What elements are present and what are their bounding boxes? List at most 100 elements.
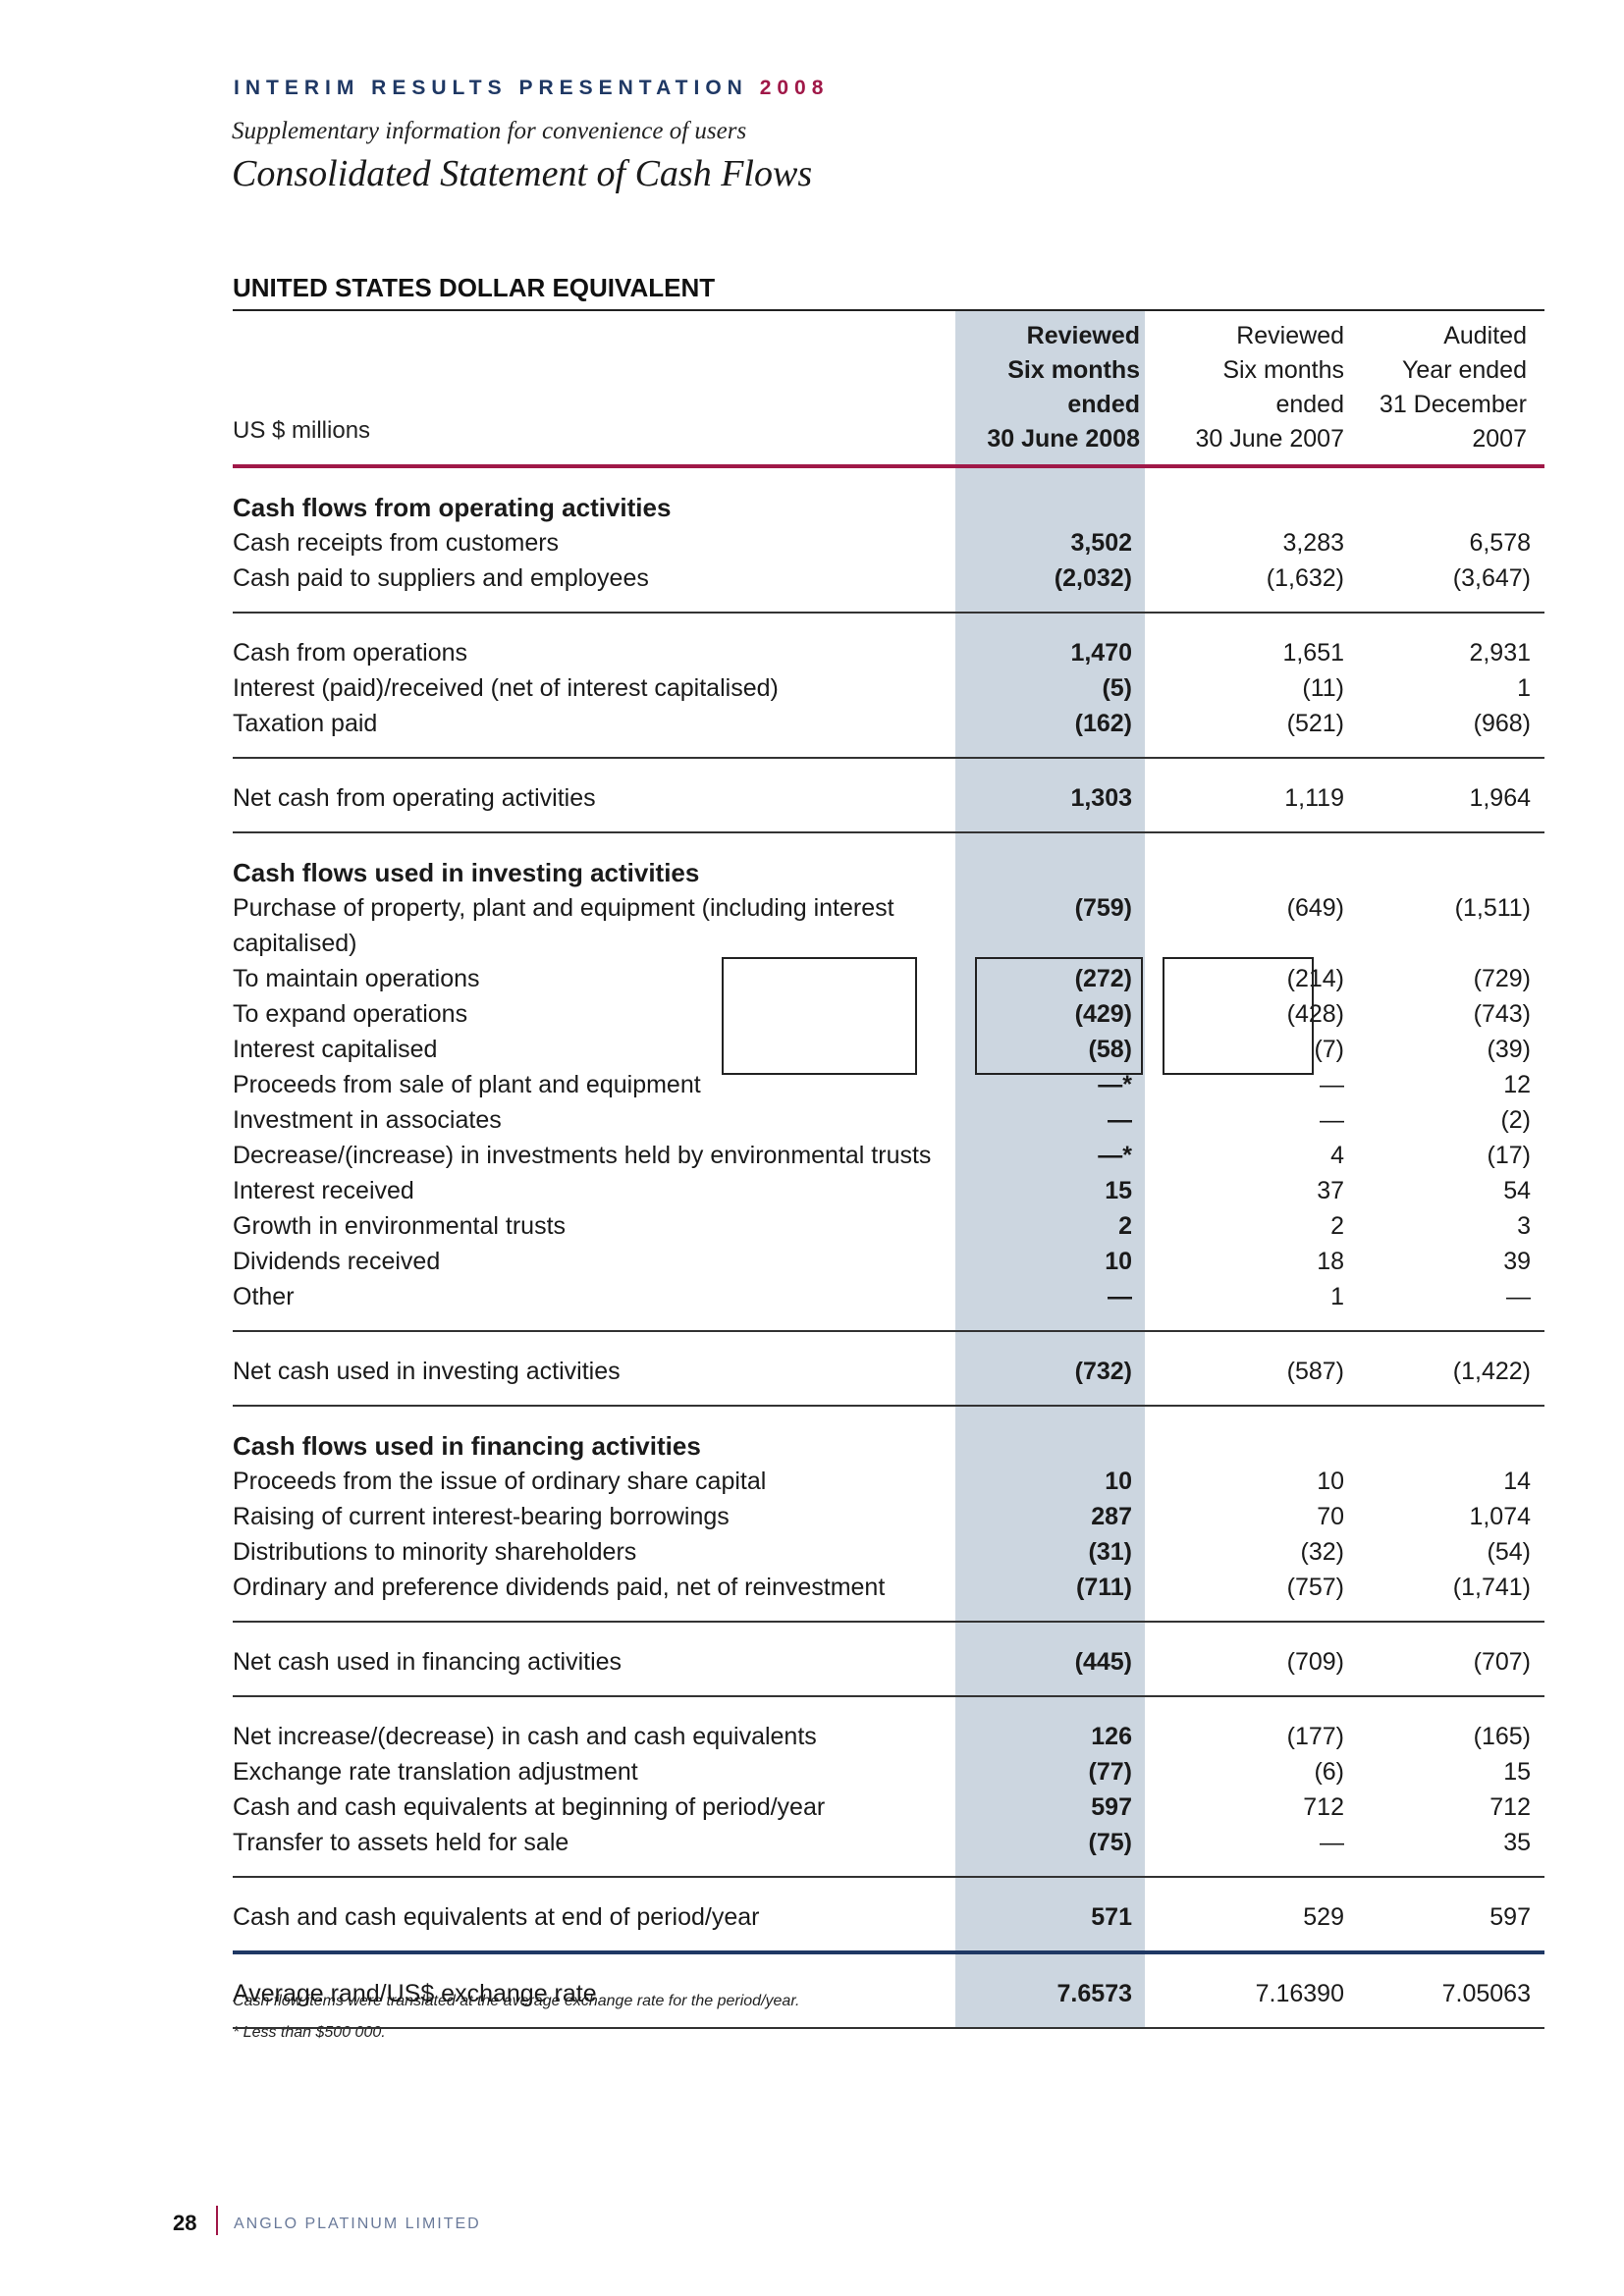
table-row: Cash from operations 1,470 1,651 2,931 bbox=[233, 635, 1544, 670]
value-current: (445) bbox=[1074, 1648, 1132, 1676]
value-current: (2,032) bbox=[1054, 564, 1132, 592]
value-prior-year: — bbox=[1506, 1283, 1531, 1310]
current-period-shading bbox=[955, 311, 1145, 2027]
value-prior-year: 1,964 bbox=[1469, 784, 1531, 812]
value-prior-year: (1,511) bbox=[1454, 894, 1531, 922]
value-prior-year: 7.05063 bbox=[1441, 1980, 1531, 2007]
table-row: Net cash from operating activities 1,303 1… bbox=[233, 780, 1544, 816]
row-label: Growth in environmental trusts bbox=[233, 1212, 567, 1240]
report-kicker: INTERIM RESULTS PRESENTATION 2008 bbox=[234, 77, 829, 100]
row-label: Taxation paid bbox=[233, 710, 378, 737]
table-row: Cash receipts from customers 3,502 3,283 6,… bbox=[233, 525, 1544, 561]
column-header-line: Reviewed bbox=[1026, 322, 1140, 349]
value-prior-year: (2) bbox=[1500, 1106, 1531, 1134]
value-prior-half: (32) bbox=[1300, 1538, 1344, 1566]
table-row: Proceeds from sale of plant and equipmen… bbox=[233, 1067, 1544, 1102]
value-prior-year: (3,647) bbox=[1452, 564, 1531, 592]
row-label: Ordinary and preference dividends paid, … bbox=[233, 1574, 886, 1601]
column-header-line: 30 June 2007 bbox=[1195, 425, 1344, 453]
capex-breakdown-box-prior-year bbox=[1163, 957, 1314, 1075]
value-prior-half: (428) bbox=[1286, 1000, 1344, 1028]
value-prior-year: 1,074 bbox=[1469, 1503, 1531, 1530]
company-name: ANGLO PLATINUM LIMITED bbox=[234, 2216, 481, 2232]
table-row: Taxation paid (162) (521) (968) bbox=[233, 706, 1544, 741]
statement-section: Net cash from operating activities 1,303 1… bbox=[233, 759, 1544, 833]
value-prior-year: 6,578 bbox=[1469, 529, 1531, 557]
value-prior-half: (177) bbox=[1286, 1723, 1344, 1750]
value-current: (429) bbox=[1074, 1000, 1132, 1028]
value-prior-year: (17) bbox=[1487, 1142, 1531, 1169]
row-label: Net cash used in financing activities bbox=[233, 1648, 623, 1676]
statement-section: Average rand/US$ exchange rate 7.6573 7.16… bbox=[233, 1954, 1544, 2029]
value-current: 1,303 bbox=[1070, 784, 1132, 812]
row-label: Purchase of property, plant and equipmen… bbox=[233, 894, 894, 957]
value-prior-year: 3 bbox=[1517, 1212, 1531, 1240]
value-prior-year: (39) bbox=[1487, 1036, 1531, 1063]
column-header-line: 2007 bbox=[1472, 425, 1527, 453]
value-prior-half: (1,632) bbox=[1266, 564, 1344, 592]
footnote-translation: Cash flow items were translated at the a… bbox=[233, 1993, 800, 2009]
column-header-line: Six months bbox=[1222, 356, 1344, 384]
statement-section: Cash flows from operating activities Cash… bbox=[233, 468, 1544, 614]
table-row: Investment in associates — — (2) bbox=[233, 1102, 1544, 1138]
value-prior-year: (54) bbox=[1487, 1538, 1531, 1566]
value-prior-year: (707) bbox=[1473, 1648, 1531, 1676]
row-label: Proceeds from the issue of ordinary shar… bbox=[233, 1468, 767, 1495]
value-current: (58) bbox=[1088, 1036, 1132, 1063]
value-current: 597 bbox=[1091, 1793, 1132, 1821]
value-prior-year: 712 bbox=[1489, 1793, 1531, 1821]
statement-section: Cash and cash equivalents at end of peri… bbox=[233, 1878, 1544, 1954]
column-header-line: Year ended bbox=[1402, 356, 1527, 384]
value-current: — bbox=[1108, 1283, 1132, 1310]
value-current: 15 bbox=[1105, 1177, 1132, 1204]
value-prior-year: 2,931 bbox=[1469, 639, 1531, 667]
value-prior-half: 1 bbox=[1330, 1283, 1344, 1310]
page-number: 28 bbox=[173, 2211, 197, 2235]
value-prior-half: (757) bbox=[1286, 1574, 1344, 1601]
value-prior-year: 12 bbox=[1503, 1071, 1531, 1098]
statement-section: Net cash used in investing activities (73… bbox=[233, 1332, 1544, 1407]
value-prior-year: 35 bbox=[1503, 1829, 1531, 1856]
row-label: Cash receipts from customers bbox=[233, 529, 560, 557]
section-heading: UNITED STATES DOLLAR EQUIVALENT bbox=[233, 273, 716, 302]
value-prior-half: 1,651 bbox=[1282, 639, 1344, 667]
table-row: Cash flows used in financing activities bbox=[233, 1428, 1544, 1464]
value-current: 10 bbox=[1105, 1248, 1132, 1275]
row-label: Other bbox=[233, 1283, 295, 1310]
value-current: 287 bbox=[1091, 1503, 1132, 1530]
value-prior-half: (7) bbox=[1314, 1036, 1344, 1063]
statement-section: Cash flows used in financing activities P… bbox=[233, 1407, 1544, 1623]
row-label: Dividends received bbox=[233, 1248, 441, 1275]
table-row: Interest capitalised (58) (7) (39) bbox=[233, 1032, 1544, 1067]
row-label: Net cash used in investing activities bbox=[233, 1358, 621, 1385]
column-header-line: 31 December bbox=[1379, 391, 1527, 418]
value-prior-half: 4 bbox=[1330, 1142, 1344, 1169]
kicker-text: INTERIM RESULTS PRESENTATION bbox=[234, 77, 748, 99]
table-row: Dividends received 10 18 39 bbox=[233, 1244, 1544, 1279]
table-row: Cash paid to suppliers and employees (2,0… bbox=[233, 561, 1544, 596]
capex-breakdown-box-prior-half bbox=[975, 957, 1143, 1075]
column-header-line: Audited bbox=[1443, 322, 1527, 349]
value-current: 7.6573 bbox=[1056, 1980, 1132, 2007]
row-label: Raising of current interest-bearing borr… bbox=[233, 1503, 730, 1530]
value-prior-year: (1,422) bbox=[1452, 1358, 1531, 1385]
value-current: (162) bbox=[1074, 710, 1132, 737]
value-prior-half: 70 bbox=[1317, 1503, 1344, 1530]
row-label: Cash from operations bbox=[233, 639, 468, 667]
column-header-current: Reviewed Six months ended 30 June 2008 bbox=[987, 319, 1140, 456]
table-row: Other — 1 — bbox=[233, 1279, 1544, 1314]
row-label: Interest (paid)/received (net of interes… bbox=[233, 674, 779, 702]
value-current: (759) bbox=[1074, 894, 1132, 922]
table-row: Interest (paid)/received (net of interes… bbox=[233, 670, 1544, 706]
row-label: Distributions to minority shareholders bbox=[233, 1538, 637, 1566]
table-row: Cash flows used in investing activities bbox=[233, 855, 1544, 890]
section-subheading: Cash flows from operating activities bbox=[233, 493, 672, 522]
row-label: To maintain operations bbox=[233, 965, 480, 992]
value-current: — bbox=[1108, 1106, 1132, 1134]
row-label: Net increase/(decrease) in cash and cash… bbox=[233, 1723, 817, 1750]
value-prior-half: 7.16390 bbox=[1255, 1980, 1344, 2007]
value-prior-year: 597 bbox=[1489, 1903, 1531, 1931]
page-subtitle: Supplementary information for convenienc… bbox=[232, 118, 747, 144]
value-current: 2 bbox=[1118, 1212, 1132, 1240]
value-current: (75) bbox=[1088, 1829, 1132, 1856]
